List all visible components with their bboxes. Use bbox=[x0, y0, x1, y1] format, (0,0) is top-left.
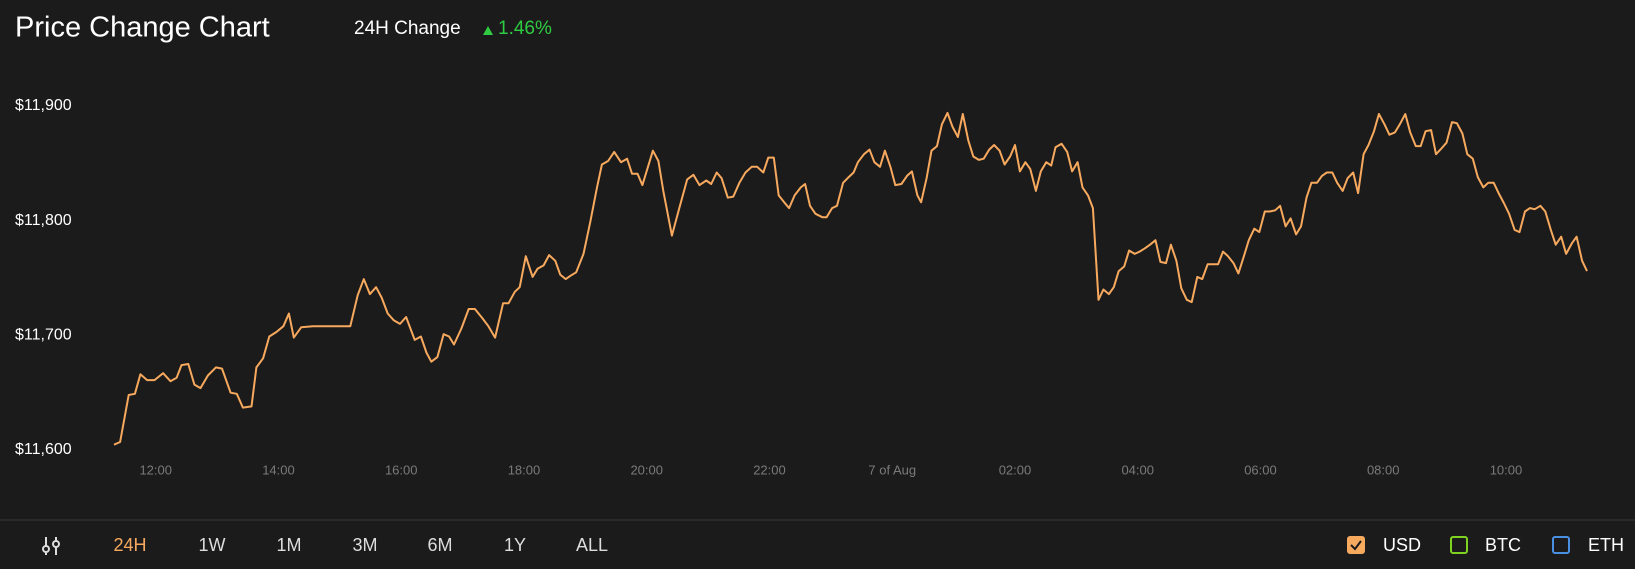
chart-type-icon[interactable] bbox=[42, 537, 60, 555]
range-button[interactable]: 1W bbox=[199, 535, 226, 555]
checkmark bbox=[1350, 540, 1362, 551]
checkbox[interactable] bbox=[1450, 536, 1468, 554]
y-tick-label: $11,700 bbox=[15, 327, 72, 344]
change-label: 24H Change bbox=[354, 18, 461, 39]
legend-label[interactable]: USD bbox=[1383, 535, 1421, 555]
range-button[interactable]: 1M bbox=[276, 535, 301, 555]
x-tick-label: 12:00 bbox=[139, 462, 172, 477]
x-tick-label: 22:00 bbox=[753, 462, 786, 477]
checkbox[interactable] bbox=[1347, 536, 1365, 554]
chart-title: Price Change Chart bbox=[15, 12, 270, 44]
x-tick-label: 06:00 bbox=[1244, 462, 1277, 477]
x-tick-label: 04:00 bbox=[1121, 462, 1154, 477]
checkbox[interactable] bbox=[1552, 536, 1570, 554]
x-tick-label: 14:00 bbox=[262, 462, 295, 477]
range-button[interactable]: 6M bbox=[427, 535, 452, 555]
x-tick-label: 18:00 bbox=[508, 462, 541, 477]
y-tick-label: $11,600 bbox=[15, 441, 72, 458]
x-tick-label: 7 of Aug bbox=[868, 462, 916, 477]
x-tick-label: 08:00 bbox=[1367, 462, 1400, 477]
x-tick-label: 10:00 bbox=[1490, 462, 1523, 477]
range-button[interactable]: 3M bbox=[352, 535, 377, 555]
x-tick-label: 02:00 bbox=[999, 462, 1032, 477]
x-tick-label: 20:00 bbox=[630, 462, 663, 477]
range-button[interactable]: ALL bbox=[576, 535, 608, 555]
price-line bbox=[113, 111, 1588, 446]
currency-toggle[interactable]: BTC bbox=[1485, 535, 1521, 555]
range-button[interactable]: 24H bbox=[113, 535, 146, 555]
currency-toggle[interactable]: ETH bbox=[1588, 535, 1624, 555]
range-button[interactable]: 1Y bbox=[504, 535, 526, 555]
y-tick-label: $11,800 bbox=[15, 212, 72, 229]
x-tick-label: 16:00 bbox=[385, 462, 418, 477]
change-value: 1.46% bbox=[498, 18, 552, 39]
up-arrow bbox=[483, 26, 493, 35]
y-tick-label: $11,900 bbox=[15, 97, 72, 114]
